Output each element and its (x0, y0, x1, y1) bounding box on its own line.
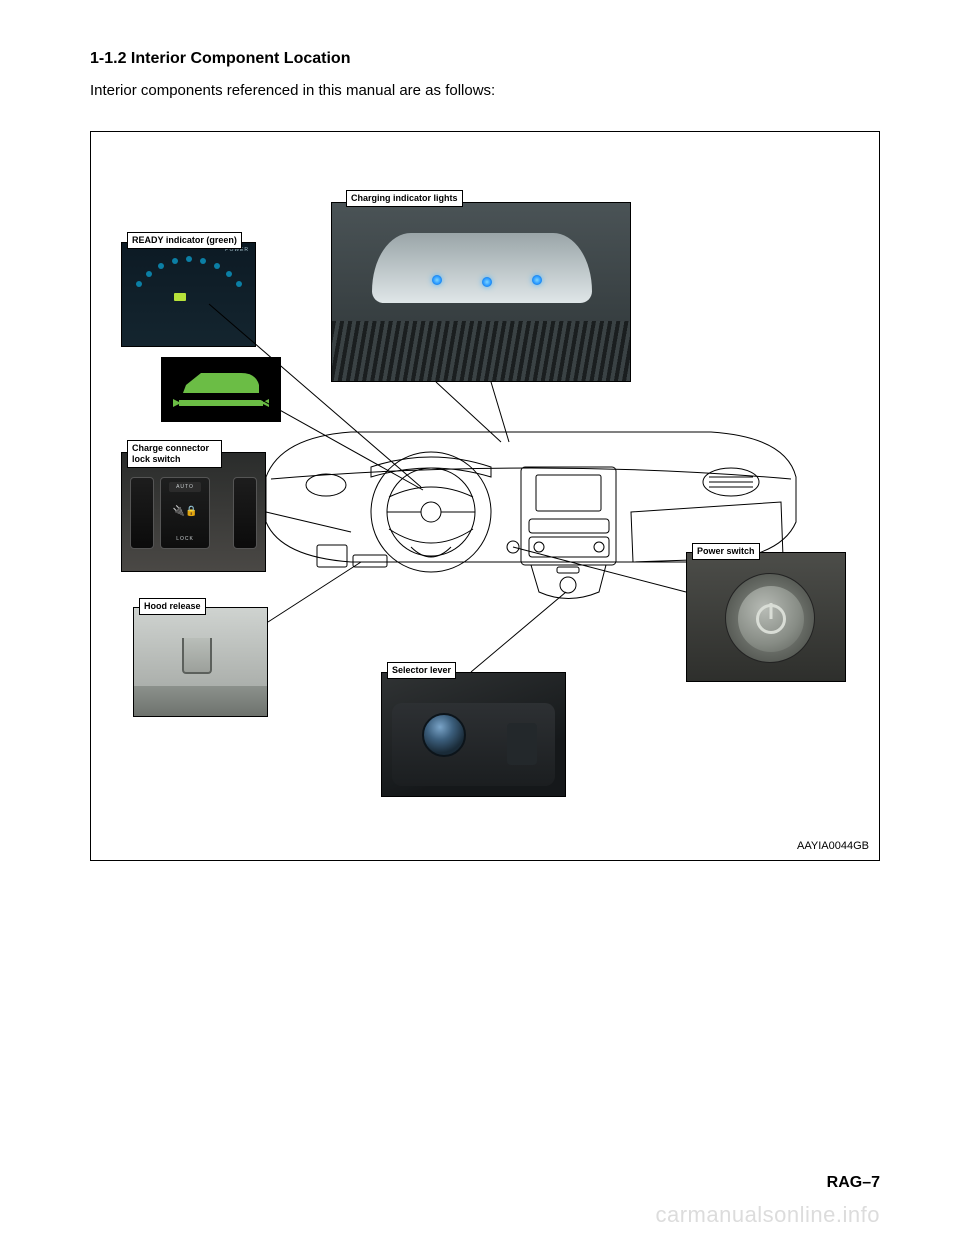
hood-release-lever-icon (182, 638, 212, 674)
selector-lever-photo (381, 672, 566, 797)
lock-text: LOCK (161, 536, 209, 542)
car-icon (171, 365, 271, 415)
power-button-face (738, 586, 804, 652)
label-line1: Charge connector (132, 443, 209, 453)
section-heading: 1-1.2 Interior Component Location (90, 50, 880, 68)
selector-lever-label: Selector lever (387, 662, 456, 679)
charging-lights-label: Charging indicator lights (346, 190, 463, 207)
ready-indicator-label: READY indicator (green) (127, 232, 242, 249)
hood-release-photo (133, 607, 268, 717)
ready-indicator-photo: POWER (121, 242, 256, 347)
charging-led-icon (532, 275, 542, 285)
charging-led-icon (482, 277, 492, 287)
page-number: RAG–7 (827, 1174, 880, 1192)
lock-switch-photo: AUTO 🔌🔒 LOCK (121, 452, 266, 572)
auto-text: AUTO (161, 484, 209, 490)
selector-knob-icon (422, 713, 466, 757)
gauge-arc-icon (132, 255, 247, 295)
power-button-ring (725, 573, 815, 663)
park-button-icon (507, 723, 537, 765)
charge-connector-label: Charge connector lock switch (127, 440, 222, 468)
charging-indicator-photo (331, 202, 631, 382)
power-switch-photo (686, 552, 846, 682)
ready-green-light-icon (174, 293, 186, 301)
adjacent-button-icon (233, 477, 257, 549)
figure-id: AAYIA0044GB (797, 840, 869, 852)
plug-lock-icon: 🔌🔒 (161, 506, 209, 517)
adjacent-button-icon (130, 477, 154, 549)
power-icon (756, 604, 786, 634)
charging-led-icon (432, 275, 442, 285)
charging-panel (372, 233, 592, 303)
manual-page: 1-1.2 Interior Component Location Interi… (0, 0, 960, 1242)
hood-trim (134, 686, 267, 716)
power-switch-label: Power switch (692, 543, 760, 560)
intro-text: Interior components referenced in this m… (90, 82, 880, 99)
figure-container: Charging indicator lights POWER READY in… (90, 131, 880, 861)
lock-switch-button-icon: AUTO 🔌🔒 LOCK (160, 477, 210, 549)
hood-release-label: Hood release (139, 598, 206, 615)
green-car-photo (161, 357, 281, 422)
dash-texture (332, 321, 630, 381)
label-line2: lock switch (132, 454, 181, 464)
watermark: carmanualsonline.info (655, 1202, 880, 1228)
